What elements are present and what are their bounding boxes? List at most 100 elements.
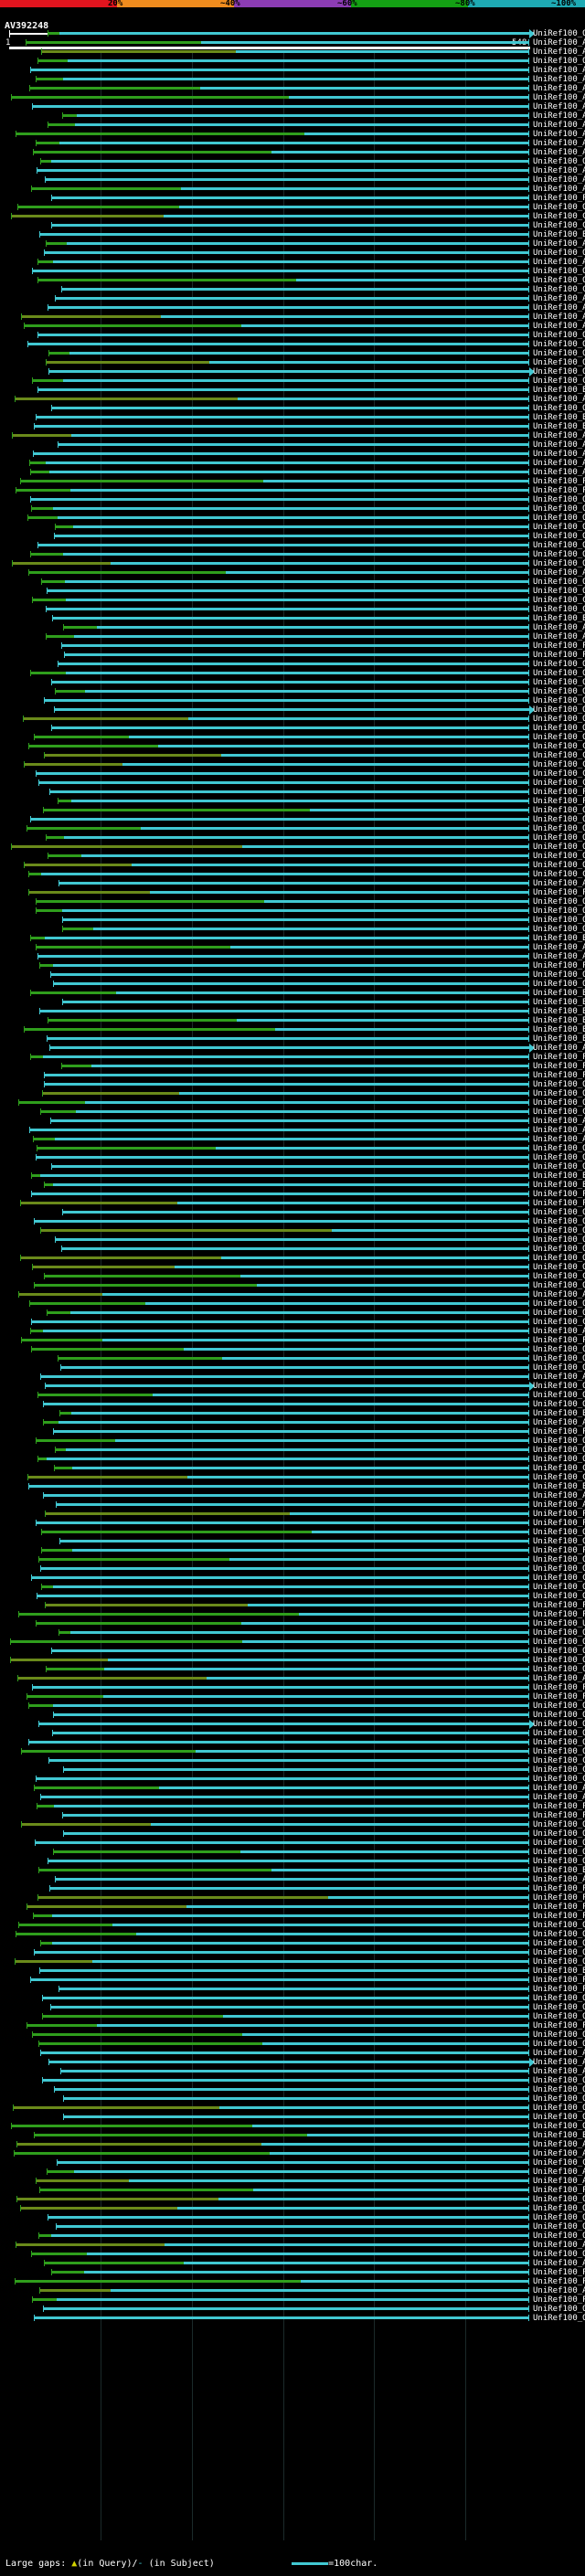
hit-label[interactable]: UniRef100_C5DQL7 — [533, 2158, 585, 2168]
hit-label[interactable]: UniRef100_P13851 — [533, 797, 585, 806]
hit-row[interactable]: UniRef100_A6NN15 — [0, 395, 585, 404]
hit-row[interactable]: UniRef100_Q9SWE0 — [0, 2040, 585, 2049]
hit-label[interactable]: UniRef100_Q9XF87 — [533, 1436, 585, 1446]
hit-label[interactable]: UniRef100_A9CSS0 — [533, 879, 585, 888]
hit-label[interactable]: UniRef100_Q39BL4 — [533, 2204, 585, 2213]
hit-row[interactable]: UniRef100_B2BHK8 — [0, 1025, 585, 1034]
hit-row[interactable]: UniRef100_A8J264 — [0, 2241, 585, 2250]
hit-row[interactable]: UniRef100_Q9Y7G3 — [0, 1528, 585, 1537]
hit-row[interactable]: UniRef100_P04781 — [0, 1893, 585, 1903]
hit-label[interactable]: UniRef100_A9PJH7 — [533, 623, 585, 632]
hit-label[interactable]: UniRef100_Q41424 — [533, 1994, 585, 2003]
hit-label[interactable]: UniRef100_A2SY43 — [533, 48, 585, 57]
hit-label[interactable]: UniRef100_P27493 — [533, 1692, 585, 1701]
hit-label[interactable]: UniRef100_P07369 — [533, 1510, 585, 1519]
hit-label[interactable]: UniRef100_P27497 — [533, 486, 585, 495]
hit-row[interactable]: UniRef100_Q82425 — [0, 1098, 585, 1108]
hit-label[interactable]: UniRef100_Q40788 — [533, 715, 585, 724]
hit-row[interactable]: UniRef100_P27494 — [0, 1519, 585, 1528]
hit-label[interactable]: UniRef100_P04780 — [533, 2277, 585, 2286]
hit-row[interactable]: UniRef100_B0LOY1 — [0, 1034, 585, 1044]
hit-label[interactable]: UniRef100_B6T1H1 — [533, 413, 585, 422]
hit-row[interactable]: UniRef100_A6NM17 — [0, 294, 585, 303]
hit-label[interactable]: UniRef100_Q4VV57 — [533, 833, 585, 843]
hit-row[interactable]: UniRef100_Q3SHA2 — [0, 578, 585, 587]
hit-label[interactable]: UniRef100_Q9SQB3 — [533, 1921, 585, 1930]
hit-row[interactable]: UniRef100_A7R2R3 — [0, 1491, 585, 1500]
hit-row[interactable]: UniRef100_C0PQQ7 — [0, 212, 585, 221]
hit-label[interactable]: UniRef100_P24866 — [533, 1336, 585, 1345]
hit-row[interactable]: UniRef100_A9PDQ2 — [0, 111, 585, 121]
hit-row[interactable]: UniRef100_A6NLD5 — [0, 1117, 585, 1126]
hit-label[interactable]: UniRef100_A9RKS2 — [533, 1044, 585, 1053]
hit-row[interactable]: UniRef100_C6TD73 — [0, 1318, 585, 1327]
hit-row[interactable]: UniRef100_A9PT62 — [0, 943, 585, 952]
hit-label[interactable]: UniRef100_C8SPS1 — [533, 742, 585, 751]
hit-row[interactable]: UniRef100_P12330 — [0, 961, 585, 970]
hit-row[interactable]: UniRef100_Q04687 — [0, 1592, 585, 1601]
hit-label[interactable]: UniRef100_Q9SSZ2 — [533, 925, 585, 934]
hit-label[interactable]: UniRef100_P04781 — [533, 1893, 585, 1903]
hit-row[interactable]: UniRef100_Q9LCZ4 — [0, 1628, 585, 1638]
hit-label[interactable]: UniRef100_Q4VV51 — [533, 331, 585, 340]
hit-row[interactable]: UniRef100_C0PQF4 — [0, 376, 585, 386]
hit-row[interactable]: UniRef100_Q9SHR7 — [0, 1226, 585, 1235]
hit-row[interactable]: UniRef100_B4FQ80 — [0, 934, 585, 943]
hit-row[interactable]: UniRef100_Q51372 — [0, 550, 585, 559]
hit-label[interactable]: UniRef100_Q64443 — [533, 1747, 585, 1756]
hit-row[interactable]: UniRef100_Q67705 — [0, 1363, 585, 1373]
hit-label[interactable]: UniRef100_Q41787 — [533, 1537, 585, 1546]
hit-label[interactable]: UniRef100_P15195 — [533, 1985, 585, 1994]
hit-label[interactable]: UniRef100_B9SF47 — [533, 1482, 585, 1491]
hit-row[interactable]: UniRef100_Q4Q956 — [0, 358, 585, 367]
hit-label[interactable]: UniRef100_C5XTC1 — [533, 285, 585, 294]
hit-row[interactable]: UniRef100_A7QUV3 — [0, 1674, 585, 1683]
hit-label[interactable]: UniRef100_Q49185 — [533, 1839, 585, 1848]
hit-label[interactable]: UniRef100_P27492 — [533, 1912, 585, 1921]
hit-row[interactable]: UniRef100_Q19UF9 — [0, 852, 585, 861]
hit-row[interactable]: UniRef100_Q8S3U0 — [0, 57, 585, 66]
hit-row[interactable]: UniRef100_Q41421 — [0, 1939, 585, 1948]
hit-row[interactable]: UniRef100_Q9LKJ1 — [0, 1555, 585, 1564]
hit-row[interactable]: UniRef100_B9T0C1 — [0, 989, 585, 998]
hit-row[interactable]: UniRef100_A9SEM1 — [0, 1418, 585, 1427]
hit-label[interactable]: UniRef100_Q43437 — [533, 523, 585, 532]
hit-row[interactable]: UniRef100_C6TBR7 — [0, 1464, 585, 1473]
hit-label[interactable]: UniRef100_B2BHK8 — [533, 1025, 585, 1034]
hit-label[interactable]: UniRef100_Q4VV59 — [533, 504, 585, 514]
hit-label[interactable]: UniRef100_Q15317 — [533, 1738, 585, 1747]
hit-label[interactable]: UniRef100_Q52F93 — [533, 2213, 585, 2222]
hit-label[interactable]: UniRef100_A4QPK0 — [533, 84, 585, 93]
hit-label[interactable]: UniRef100_C0PAQ4 — [533, 1775, 585, 1784]
hit-row[interactable]: UniRef100_Q4VV57 — [0, 833, 585, 843]
hit-label[interactable]: UniRef100_P07370 — [533, 1976, 585, 1985]
hit-label[interactable]: UniRef100_P12470 — [533, 2268, 585, 2277]
hit-row[interactable]: UniRef100_A2SY36 — [0, 568, 585, 578]
hit-row[interactable]: UniRef100_Q40755 — [0, 1345, 585, 1354]
hit-row[interactable]: UniRef100_Q9SF86 — [0, 1208, 585, 1217]
hit-label[interactable]: UniRef100_P24006 — [533, 641, 585, 651]
hit-label[interactable]: UniRef100_A4QPK2 — [533, 93, 585, 102]
hit-row[interactable]: UniRef100_C4B5W3 — [0, 1574, 585, 1583]
hit-row[interactable]: UniRef100_Q8W0E6 — [0, 1382, 585, 1391]
hit-row[interactable]: UniRef100_Q6Q887 — [0, 1281, 585, 1290]
hit-label[interactable]: UniRef100_UPI000 — [533, 1619, 585, 1628]
hit-row[interactable]: UniRef100_Q4VV47 — [0, 349, 585, 358]
hit-label[interactable]: UniRef100_Q24401 — [533, 1957, 585, 1966]
hit-row[interactable]: UniRef100_Q57572 — [0, 2094, 585, 2104]
hit-row[interactable]: UniRef100_Q4VV52 — [0, 267, 585, 276]
hit-row[interactable]: UniRef100_B6T1H1 — [0, 413, 585, 422]
hit-row[interactable]: UniRef100_Q40934 — [0, 705, 585, 715]
hit-label[interactable]: UniRef100_B6SYN4 — [533, 1866, 585, 1875]
hit-label[interactable]: UniRef100_Q6Q887 — [533, 1281, 585, 1290]
hit-row[interactable]: UniRef100_Q24401 — [0, 1957, 585, 1966]
hit-row[interactable]: UniRef100_A9TL35 — [0, 2049, 585, 2058]
hit-row[interactable]: UniRef100_A9PHD4 — [0, 431, 585, 440]
hit-row[interactable]: UniRef100_Q39141 — [0, 1729, 585, 1738]
hit-label[interactable]: UniRef100_C4B5W3 — [533, 1574, 585, 1583]
hit-label[interactable]: UniRef100_A2SY32 — [533, 66, 585, 75]
hit-row[interactable]: UniRef100_Q1H179 — [0, 733, 585, 742]
hit-row[interactable]: UniRef100_Q67T76 — [0, 1829, 585, 1839]
hit-row[interactable]: UniRef100_Q9LKI0 — [0, 1080, 585, 1089]
hit-row[interactable]: UniRef100_A6NMK2 — [0, 139, 585, 148]
